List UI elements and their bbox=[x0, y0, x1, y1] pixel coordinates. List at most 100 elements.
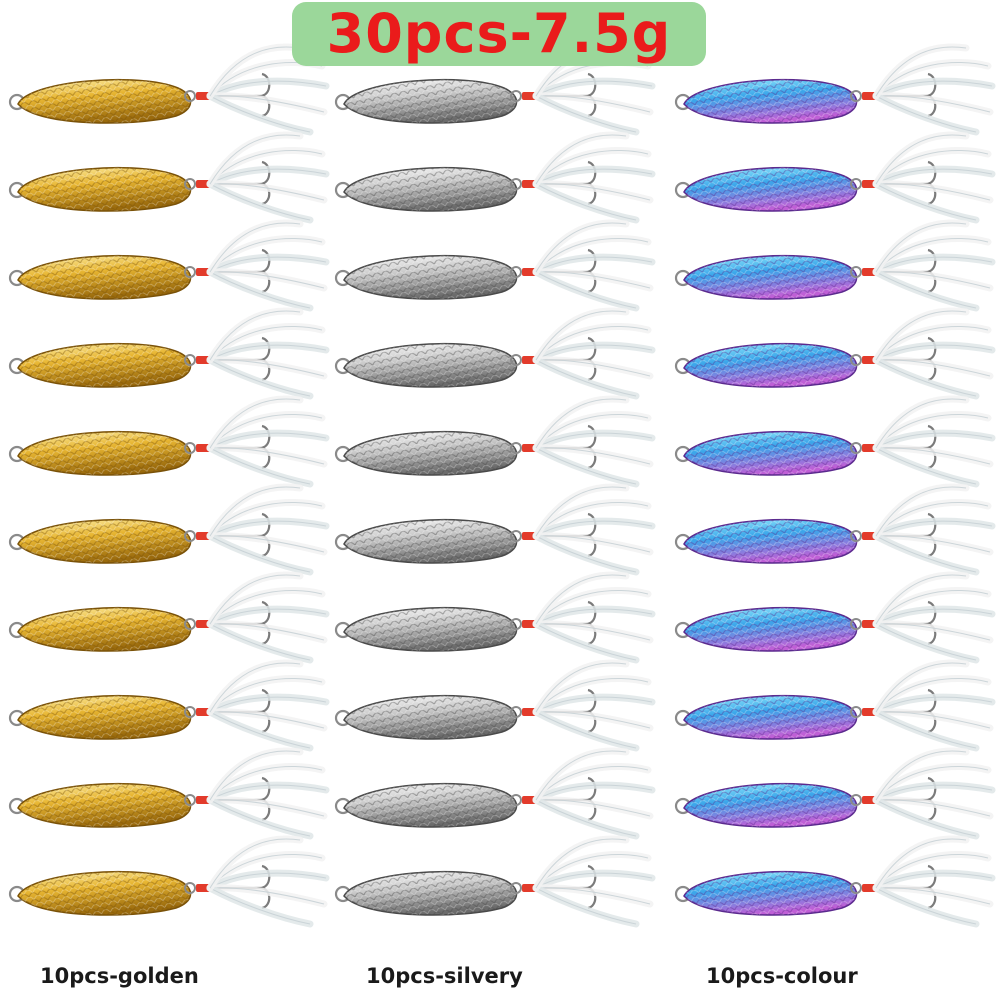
fishing-spoon-lure-icon bbox=[674, 307, 996, 400]
split-ring-icon bbox=[510, 618, 522, 630]
fishing-spoon-lure-icon bbox=[334, 131, 656, 224]
feather-tail-icon bbox=[872, 835, 996, 928]
spoon-scale-texture bbox=[344, 607, 517, 652]
tie-thread bbox=[862, 268, 876, 276]
tie-thread bbox=[196, 620, 210, 628]
tie-thread bbox=[862, 180, 876, 188]
tie-thread bbox=[522, 796, 536, 804]
split-ring-icon bbox=[184, 266, 196, 278]
split-ring-icon bbox=[850, 794, 862, 806]
title-banner: 30pcs-7.5g bbox=[292, 2, 706, 66]
spoon-scale-texture bbox=[684, 783, 857, 828]
feather-tail-icon bbox=[872, 483, 996, 576]
feather-tail-icon bbox=[532, 747, 656, 840]
spoon-scale-texture bbox=[344, 871, 517, 916]
split-ring-icon bbox=[850, 178, 862, 190]
spoon-scale-texture bbox=[684, 695, 857, 740]
tie-thread bbox=[522, 884, 536, 892]
split-ring-icon bbox=[184, 90, 196, 102]
split-ring-icon bbox=[184, 354, 196, 366]
tie-thread bbox=[196, 180, 210, 188]
fishing-spoon-lure-icon bbox=[674, 659, 996, 752]
fishing-spoon-lure-icon bbox=[334, 659, 656, 752]
tie-thread bbox=[522, 180, 536, 188]
fishing-spoon-lure-icon bbox=[8, 835, 330, 928]
fishing-spoon-lure-icon bbox=[8, 219, 330, 312]
fishing-spoon-lure-icon bbox=[674, 835, 996, 928]
tie-thread bbox=[522, 92, 536, 100]
fishing-spoon-lure-icon bbox=[674, 395, 996, 488]
spoon-scale-texture bbox=[18, 695, 191, 740]
feather-tail-icon bbox=[872, 219, 996, 312]
feather-tail-icon bbox=[532, 307, 656, 400]
tie-thread bbox=[196, 92, 210, 100]
split-ring-icon bbox=[184, 618, 196, 630]
feather-tail-icon bbox=[532, 483, 656, 576]
split-ring-icon bbox=[850, 530, 862, 542]
feather-tail-icon bbox=[872, 307, 996, 400]
spoon-scale-texture bbox=[344, 519, 517, 564]
feather-tail-icon bbox=[532, 571, 656, 664]
fishing-spoon-lure-icon bbox=[674, 131, 996, 224]
feather-tail-icon bbox=[872, 43, 996, 136]
spoon-scale-texture bbox=[684, 431, 857, 476]
spoon-scale-texture bbox=[344, 431, 517, 476]
fishing-spoon-lure-icon bbox=[674, 43, 996, 136]
caption-colour: 10pcs-colour bbox=[706, 964, 858, 988]
fishing-spoon-lure-icon bbox=[674, 483, 996, 576]
fishing-spoon-lure-icon bbox=[334, 307, 656, 400]
fishing-spoon-lure-icon bbox=[8, 131, 330, 224]
fishing-spoon-lure-icon bbox=[8, 307, 330, 400]
tie-thread bbox=[862, 356, 876, 364]
feather-tail-icon bbox=[206, 659, 330, 752]
feather-tail-icon bbox=[206, 131, 330, 224]
spoon-scale-texture bbox=[18, 431, 191, 476]
split-ring-icon bbox=[510, 706, 522, 718]
feather-tail-icon bbox=[532, 659, 656, 752]
split-ring-icon bbox=[184, 178, 196, 190]
feather-tail-icon bbox=[206, 835, 330, 928]
spoon-scale-texture bbox=[344, 255, 517, 300]
fishing-spoon-lure-icon bbox=[674, 747, 996, 840]
split-ring-icon bbox=[850, 266, 862, 278]
tie-thread bbox=[196, 356, 210, 364]
tie-thread bbox=[862, 884, 876, 892]
tie-thread bbox=[196, 444, 210, 452]
fishing-spoon-lure-icon bbox=[334, 571, 656, 664]
feather-tail-icon bbox=[872, 747, 996, 840]
split-ring-icon bbox=[510, 178, 522, 190]
split-ring-icon bbox=[510, 530, 522, 542]
feather-tail-icon bbox=[206, 395, 330, 488]
fishing-spoon-lure-icon bbox=[674, 571, 996, 664]
feather-tail-icon bbox=[532, 131, 656, 224]
split-ring-icon bbox=[510, 90, 522, 102]
spoon-scale-texture bbox=[684, 607, 857, 652]
split-ring-icon bbox=[510, 354, 522, 366]
tie-thread bbox=[196, 268, 210, 276]
feather-tail-icon bbox=[206, 483, 330, 576]
tie-thread bbox=[862, 796, 876, 804]
feather-tail-icon bbox=[872, 131, 996, 224]
split-ring-icon bbox=[510, 882, 522, 894]
spoon-scale-texture bbox=[344, 79, 517, 124]
feather-tail-icon bbox=[872, 659, 996, 752]
spoon-scale-texture bbox=[18, 79, 191, 124]
feather-tail-icon bbox=[532, 395, 656, 488]
split-ring-icon bbox=[850, 618, 862, 630]
spoon-scale-texture bbox=[684, 255, 857, 300]
spoon-scale-texture bbox=[684, 343, 857, 388]
spoon-scale-texture bbox=[344, 783, 517, 828]
fishing-spoon-lure-icon bbox=[334, 219, 656, 312]
split-ring-icon bbox=[510, 442, 522, 454]
tie-thread bbox=[862, 620, 876, 628]
tie-thread bbox=[522, 268, 536, 276]
fishing-spoon-lure-icon bbox=[8, 659, 330, 752]
feather-tail-icon bbox=[872, 395, 996, 488]
feather-tail-icon bbox=[532, 219, 656, 312]
caption-silvery: 10pcs-silvery bbox=[366, 964, 523, 988]
tie-thread bbox=[522, 532, 536, 540]
split-ring-icon bbox=[510, 794, 522, 806]
tie-thread bbox=[862, 708, 876, 716]
